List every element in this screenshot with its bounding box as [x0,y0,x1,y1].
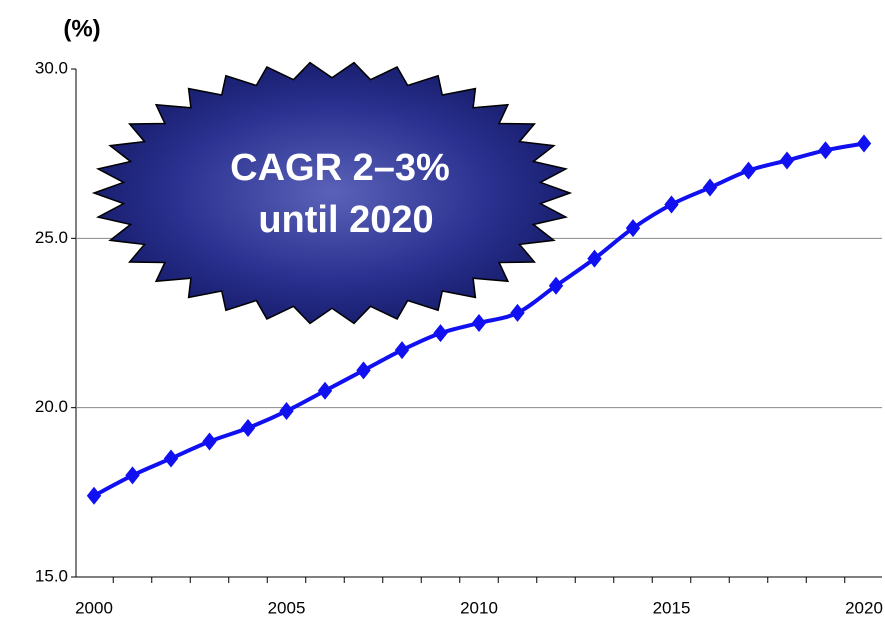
marker [356,361,371,380]
starburst [91,61,573,325]
y-tick-label: 30.0 [35,58,68,77]
marker [548,276,564,295]
marker [818,141,833,160]
annotation: until 2020 [258,199,433,241]
y-tick-label: 15.0 [35,566,68,585]
marker [163,449,179,468]
x-tick-label: 2015 [653,598,691,617]
marker [741,161,756,180]
x-tick-label: 2000 [75,598,113,617]
marker [86,486,102,505]
marker [510,303,525,322]
marker [202,432,217,451]
x-tick-label: 2005 [268,598,306,617]
marker [856,134,872,153]
y-axis-label: (%) [63,15,100,42]
marker [279,402,294,421]
marker [394,341,410,360]
x-tick-label: 2020 [845,598,883,617]
marker [779,151,795,170]
y-tick-label: 25.0 [35,228,68,247]
marker [125,466,140,485]
marker [240,418,256,437]
y-tick-label: 20.0 [35,397,68,416]
marker [317,381,333,400]
annotation: CAGR 2–3% [230,147,450,189]
marker [587,249,602,268]
marker [433,324,448,343]
marker [471,314,487,332]
marker [625,219,641,238]
marker [702,178,718,197]
marker [664,195,679,214]
x-tick-label: 2010 [460,598,498,617]
